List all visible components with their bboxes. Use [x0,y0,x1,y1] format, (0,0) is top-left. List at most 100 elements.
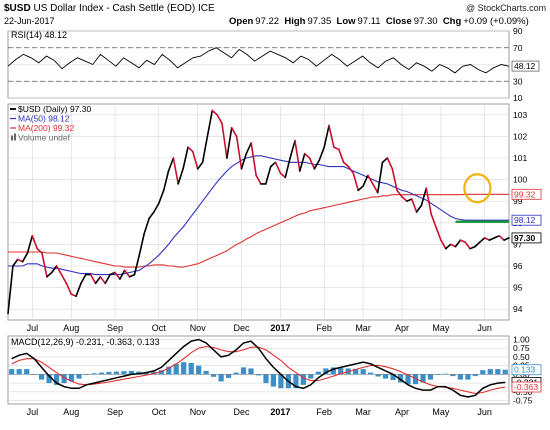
macd-histogram-bar [46,374,52,384]
price-segment [201,135,209,164]
price-segment [99,275,107,285]
macd-histogram-bar [457,374,463,380]
quote-date: 22-Jun-2017 [4,16,55,26]
macd-histogram-bar [188,362,194,375]
price-segment [284,157,291,179]
macd-histogram-bar [9,369,15,375]
macd-histogram-bar [158,370,164,375]
price-segment [328,124,335,148]
price-segment [367,174,374,185]
macd-histogram-bar [76,374,82,379]
macd-histogram-bar [487,369,493,375]
rsi-tick-label: 70 [513,43,523,53]
price-segment [187,146,194,153]
price-segment [104,273,111,285]
price-segment [342,161,350,168]
x-tick-label: 2017 [270,407,290,417]
price-segment [60,273,68,285]
macd-histogram-bar [390,374,396,380]
price-tick-label: 101 [513,153,527,163]
price-tick-label: 100 [513,175,527,185]
price-segment [362,174,369,187]
price-segment [109,271,116,276]
price-segment [420,187,428,207]
symbol: $USD [4,3,31,14]
price-segment [65,282,72,295]
panel-frame [7,103,510,321]
price-segment [406,198,413,202]
price-segment [177,168,184,185]
macd-histogram-bar [233,372,239,375]
low-label: Low [336,16,356,27]
macd-histogram-bar [405,374,411,385]
price-segment [444,243,452,250]
macd-histogram-bar [502,369,508,375]
macd-histogram-bar [480,370,486,375]
macd-histogram-bar [368,372,374,375]
macd-histogram-bar [338,368,344,375]
legend-entry: MA(50) 98.12 [18,114,70,124]
x-tick-label: Dec [233,323,250,333]
macd-histogram-bar [98,372,105,375]
price-segment [289,139,296,159]
price-segment [70,293,77,298]
x-tick-label: Nov [190,323,207,333]
x-tick-label: Mar [355,407,371,417]
macd-histogram-bar [240,367,247,375]
chart-title: $USD US Dollar Index - Cash Settle (EOD)… [4,3,215,14]
rsi-tick-label: 90 [513,26,523,36]
price-segment [410,198,418,213]
price-segment [381,157,389,164]
macd-histogram-bar [211,374,217,377]
macd-histogram-bar [255,374,262,376]
macd-histogram-bar [323,368,329,375]
legend-swatch [14,133,16,141]
x-tick-label: Nov [190,407,207,417]
x-tick-label: Jun [477,323,492,333]
macd-histogram-bar [435,374,441,375]
price-segment [308,157,316,170]
price-segment [143,217,150,235]
price-segment [274,161,282,174]
price-segment [172,157,179,185]
price-segment [133,254,141,276]
price-segment [94,275,102,285]
open-label: Open [229,16,254,27]
macd-histogram-bar [300,374,306,385]
price-value-label: 99.32 [514,189,536,199]
macd-histogram-bar [61,374,67,384]
index-name: US Dollar Index - Cash Settle (EOD) [33,3,196,14]
macd-histogram-bar [24,369,30,375]
price-segment [474,241,481,248]
x-tick-label: Sep [107,407,123,417]
quote-bar: Open 97.22 High 97.35 Low 97.11 Close 97.30 … [229,16,529,27]
price-segment [503,237,510,241]
price-segment [449,243,457,248]
price-segment [138,232,145,256]
macd-histogram-bar [106,371,112,375]
macd-value-box [511,364,542,376]
price-segment [148,211,155,220]
price-value-label: 98.12 [514,215,536,225]
price-value-box [511,214,542,226]
macd-histogram-bar [91,373,97,375]
low-value: 97.11 [357,16,381,27]
legend-swatch [11,135,13,141]
macd-histogram-bar [420,374,426,383]
macd-tick-label: 0.50 [513,352,530,362]
x-tick-label: 2017 [270,323,290,333]
price-segment [250,142,257,177]
price-segment [211,109,218,116]
price-segment [498,235,505,241]
rsi-label: RSI(14) 48.12 [11,30,67,40]
macd-tick-label: 1.00 [513,334,530,344]
macd-histogram-bar [472,374,478,377]
price-segment [41,252,48,278]
macd-histogram-bar [203,370,209,375]
price-segment [182,146,189,170]
close-value: 97.30 [413,16,438,27]
macd-histogram-bar [166,366,172,375]
ma200-line [8,193,509,268]
macd-tick-label: 0.75 [513,343,530,353]
price-value-box [511,232,542,244]
